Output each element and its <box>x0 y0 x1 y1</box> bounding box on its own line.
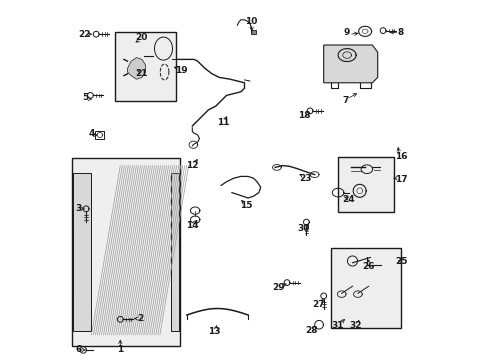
Text: 15: 15 <box>240 201 252 210</box>
Polygon shape <box>127 58 145 79</box>
Text: 25: 25 <box>394 256 407 265</box>
Text: 29: 29 <box>272 284 285 292</box>
Bar <box>170 173 178 331</box>
Text: 4: 4 <box>88 129 95 138</box>
Text: 18: 18 <box>297 111 309 120</box>
Text: 19: 19 <box>175 66 187 75</box>
Text: 8: 8 <box>397 28 404 37</box>
Text: 31: 31 <box>331 321 344 330</box>
Bar <box>95 131 104 139</box>
Text: 22: 22 <box>78 30 90 39</box>
Text: 20: 20 <box>136 33 148 42</box>
Text: 30: 30 <box>297 224 309 233</box>
Bar <box>250 30 256 34</box>
Text: 27: 27 <box>311 300 324 309</box>
Polygon shape <box>323 45 377 83</box>
Text: 26: 26 <box>362 262 374 271</box>
Text: 12: 12 <box>185 161 198 170</box>
Text: 14: 14 <box>185 220 198 230</box>
Text: 11: 11 <box>216 118 229 127</box>
Text: 6: 6 <box>75 346 81 354</box>
Text: 1: 1 <box>117 346 123 354</box>
Text: 2: 2 <box>137 314 143 323</box>
Text: 21: 21 <box>135 69 148 78</box>
Text: 7: 7 <box>342 96 348 105</box>
Bar <box>337 157 393 212</box>
Bar <box>72 158 179 346</box>
Bar <box>73 173 91 331</box>
Text: 13: 13 <box>207 327 220 336</box>
Bar <box>330 248 400 328</box>
Bar <box>115 32 176 101</box>
Text: 3: 3 <box>75 204 81 213</box>
Text: 17: 17 <box>394 175 407 184</box>
Text: 32: 32 <box>349 321 362 330</box>
Text: 16: 16 <box>394 152 407 161</box>
Text: 28: 28 <box>304 326 317 335</box>
Text: 24: 24 <box>342 195 354 204</box>
Text: 23: 23 <box>299 174 311 183</box>
Text: 5: 5 <box>82 93 88 102</box>
Text: 10: 10 <box>245 17 257 26</box>
Text: 9: 9 <box>343 28 349 37</box>
